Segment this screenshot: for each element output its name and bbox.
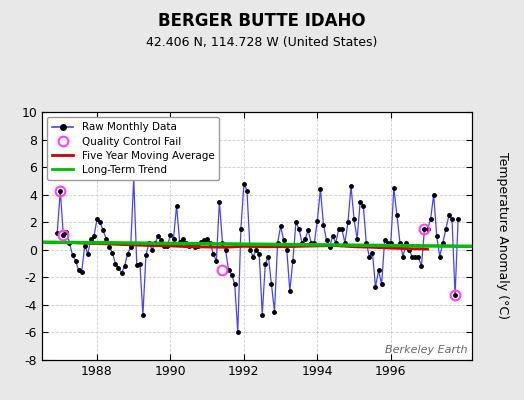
Legend: Raw Monthly Data, Quality Control Fail, Five Year Moving Average, Long-Term Tren: Raw Monthly Data, Quality Control Fail, … bbox=[47, 117, 220, 180]
Text: BERGER BUTTE IDAHO: BERGER BUTTE IDAHO bbox=[158, 12, 366, 30]
Y-axis label: Temperature Anomaly (°C): Temperature Anomaly (°C) bbox=[496, 152, 509, 320]
Text: Berkeley Earth: Berkeley Earth bbox=[385, 345, 467, 355]
Text: 42.406 N, 114.728 W (United States): 42.406 N, 114.728 W (United States) bbox=[146, 36, 378, 49]
